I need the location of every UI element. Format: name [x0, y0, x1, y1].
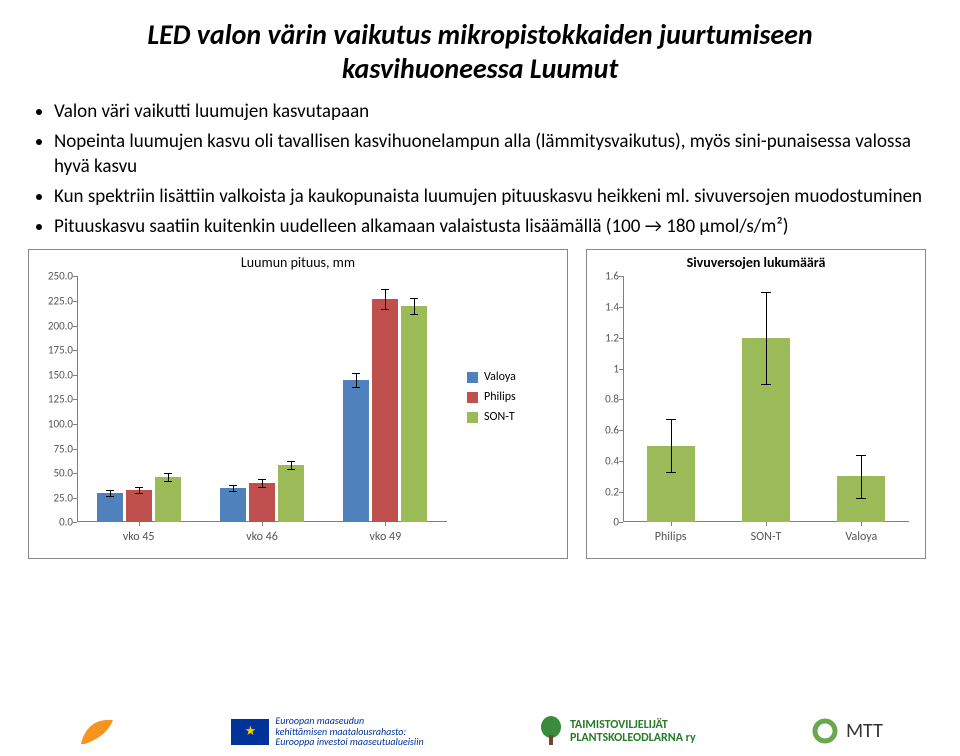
footer-logos: ★ Euroopan maaseudun kehittämisen maatal… — [0, 714, 960, 751]
chart1-title: Luumun pituus, mm — [29, 250, 567, 271]
mtt-text: MTT — [846, 721, 883, 742]
chart2-title: Sivuversojen lukumäärä — [587, 250, 925, 271]
page-title-line2: kasvihuoneessa Luumut — [342, 51, 618, 86]
bullet-list: Valon väri vaikutti luumujen kasvutapaan… — [28, 99, 932, 239]
logo-eu: ★ Euroopan maaseudun kehittämisen maatal… — [231, 716, 423, 748]
bar — [97, 493, 123, 523]
taimi-text: PLANTSKOLEODLARNA ry — [570, 732, 696, 745]
page-title-line1: LED valon värin vaikutus mikropistokkaid… — [147, 17, 812, 52]
bar — [401, 306, 427, 522]
bullet-item: Pituuskasvu saatiin kuitenkin uudelleen … — [54, 214, 932, 240]
legend-label: Philips — [484, 390, 516, 404]
bullet-item: Nopeinta luumujen kasvu oli tavallisen k… — [54, 129, 932, 180]
chart1-plot-area: 0.025.050.075.0100.0125.0150.0175.0200.0… — [77, 276, 447, 522]
bar — [249, 483, 275, 522]
bar — [278, 465, 304, 522]
legend-label: Valoya — [484, 370, 516, 384]
leaf-icon — [77, 714, 117, 751]
mtt-icon — [810, 716, 840, 749]
chart-sivuversojen: Sivuversojen lukumäärä 00.20.40.60.811.2… — [586, 249, 926, 559]
logo-mtt: MTT — [810, 716, 883, 749]
legend-label: SON-T — [484, 410, 515, 424]
logo-maaseuturahasto — [77, 714, 117, 751]
taimi-text: TAIMISTOVILJELIJÄT — [570, 719, 696, 732]
chart2-plot-area: 00.20.40.60.811.21.41.6PhilipsSON-TValoy… — [623, 276, 909, 522]
chart-luumun-pituus: Luumun pituus, mm 0.025.050.075.0100.012… — [28, 249, 568, 559]
bar — [372, 299, 398, 522]
eu-text: Eurooppa investoi maaseutualueisiin — [275, 737, 423, 748]
logo-taimisto: TAIMISTOVILJELIJÄT PLANTSKOLEODLARNA ry — [538, 715, 696, 750]
bar — [343, 380, 369, 523]
legend-swatch — [467, 392, 478, 403]
legend-item-valoya: Valoya — [467, 370, 516, 384]
legend-swatch — [467, 412, 478, 423]
bullet-item: Valon väri vaikutti luumujen kasvutapaan — [54, 99, 932, 125]
legend-item-sont: SON-T — [467, 410, 516, 424]
bar — [220, 488, 246, 522]
chart1-legend: Valoya Philips SON-T — [467, 370, 516, 430]
bar — [155, 477, 181, 522]
eu-flag-icon: ★ — [231, 719, 269, 745]
legend-swatch — [467, 372, 478, 383]
legend-item-philips: Philips — [467, 390, 516, 404]
tree-icon — [538, 715, 564, 750]
bar — [126, 490, 152, 522]
bullet-item: Kun spektriin lisättiin valkoista ja kau… — [54, 184, 932, 210]
